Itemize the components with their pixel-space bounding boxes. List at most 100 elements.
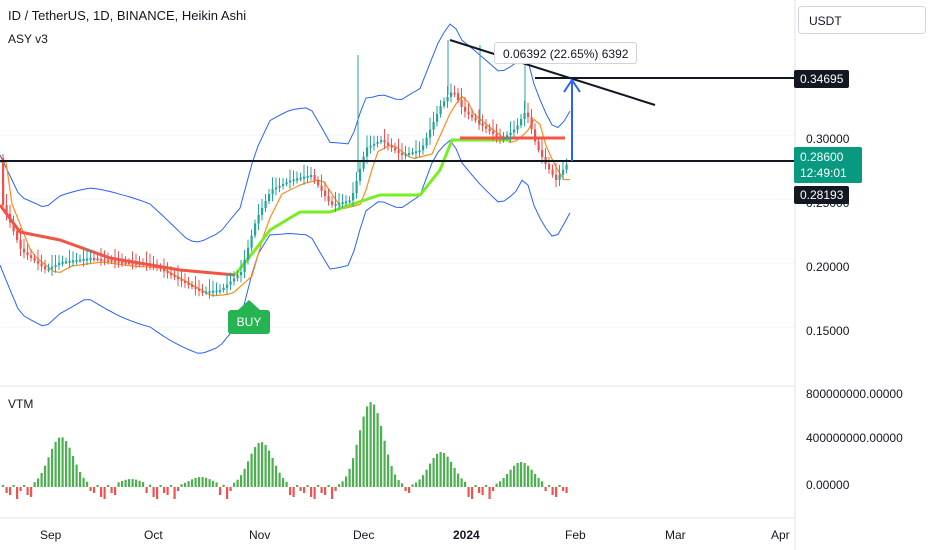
volume-bar: [117, 482, 120, 487]
volume-bar: [208, 479, 211, 487]
candle-body: [464, 107, 467, 112]
candle-body: [348, 200, 351, 203]
volume-bar: [366, 406, 369, 487]
candle-body: [233, 278, 236, 282]
candle-body: [100, 258, 103, 261]
volume-bar: [124, 479, 127, 487]
time-axis-label: Dec: [353, 528, 375, 542]
bollinger-bands: [0, 23, 571, 354]
volume-bar: [159, 485, 162, 487]
volume-bar: [236, 479, 239, 487]
candle-body: [418, 150, 421, 153]
candle-body: [289, 180, 292, 183]
candle-body: [534, 129, 537, 142]
volume-bar: [453, 467, 456, 487]
time-axis-label: Apr: [771, 528, 790, 542]
candle-body: [47, 268, 50, 271]
candle-body: [352, 193, 355, 201]
volume-bar: [565, 487, 568, 493]
candle-body: [5, 205, 8, 214]
candle-body: [65, 261, 68, 264]
candle-body: [149, 263, 152, 266]
volume-bar: [471, 487, 474, 499]
volume-bar: [268, 450, 271, 487]
volume-bar: [481, 487, 484, 495]
candle-body: [166, 271, 169, 274]
volume-bar: [394, 474, 397, 487]
candle-body: [453, 92, 456, 95]
indicator-label[interactable]: ASY v3: [8, 32, 48, 46]
volume-bar: [443, 453, 446, 487]
volume-bar: [100, 487, 103, 497]
candle-body: [12, 222, 15, 232]
volume-bar: [562, 487, 565, 491]
candle-body: [40, 263, 43, 267]
volume-bar: [173, 487, 176, 499]
volume-bar: [68, 447, 71, 487]
volume-bar: [488, 487, 491, 499]
volume-bar: [548, 485, 551, 487]
candle-body: [145, 263, 148, 266]
volume-bar: [376, 413, 379, 487]
candle-body: [558, 174, 561, 180]
candle-body: [306, 175, 309, 178]
volume-bar: [390, 466, 393, 487]
candle-body: [177, 277, 180, 280]
candle-body: [376, 141, 379, 144]
candle-body: [492, 131, 495, 134]
volume-bar: [156, 487, 159, 499]
chart-title: ID / TetherUS, 1D, BINANCE, Heikin Ashi: [8, 8, 247, 23]
volume-bar: [296, 485, 299, 487]
volume-bar: [404, 487, 407, 491]
volume-bar: [436, 453, 439, 487]
candle-body: [9, 213, 12, 223]
candle-body: [208, 291, 211, 294]
drawings[interactable]: [0, 39, 795, 162]
candle-body: [285, 182, 288, 185]
candle-body: [373, 143, 376, 146]
candle-body: [131, 262, 134, 265]
resistance-trendline[interactable]: [449, 39, 656, 106]
candle-body: [369, 145, 372, 148]
volume-bar: [51, 448, 54, 487]
volume-bar: [460, 478, 463, 487]
vtm-pane-label[interactable]: VTM: [8, 397, 34, 411]
volume-bar: [37, 478, 40, 487]
candle-body: [320, 185, 323, 191]
candle-body: [408, 153, 411, 155]
candle-body: [152, 263, 155, 266]
candle-body: [359, 168, 362, 181]
volume-bar: [324, 487, 327, 495]
volume-bar: [54, 441, 57, 487]
volume-bar: [219, 487, 222, 495]
candle-body: [485, 126, 488, 129]
volume-bar: [530, 469, 533, 487]
candle-body: [404, 153, 407, 156]
volume-bar: [415, 482, 418, 487]
candle-body: [425, 137, 428, 146]
candle-body: [467, 111, 470, 115]
volume-tick: 400000000.00000: [806, 431, 903, 445]
candle-body: [261, 208, 264, 215]
candle-body: [191, 285, 194, 287]
candle-body: [327, 196, 330, 202]
volume-bar: [149, 484, 152, 487]
volume-bar: [191, 479, 194, 487]
price-tick: 0.20000: [806, 260, 850, 274]
volume-bar: [131, 479, 134, 487]
candle-body: [499, 136, 502, 140]
volume-bar: [341, 481, 344, 487]
volume-bar: [247, 461, 250, 487]
volume-bar: [205, 477, 208, 487]
currency-selector[interactable]: USDT: [798, 6, 926, 34]
volume-bar: [44, 465, 47, 487]
candle-body: [268, 194, 271, 201]
volume-bar: [513, 465, 516, 487]
volume-bar: [541, 481, 544, 487]
volume-bar: [278, 472, 281, 487]
volume-bar: [534, 473, 537, 487]
candle-body: [180, 279, 183, 282]
candle-body: [215, 290, 218, 293]
candle-body: [317, 180, 320, 186]
